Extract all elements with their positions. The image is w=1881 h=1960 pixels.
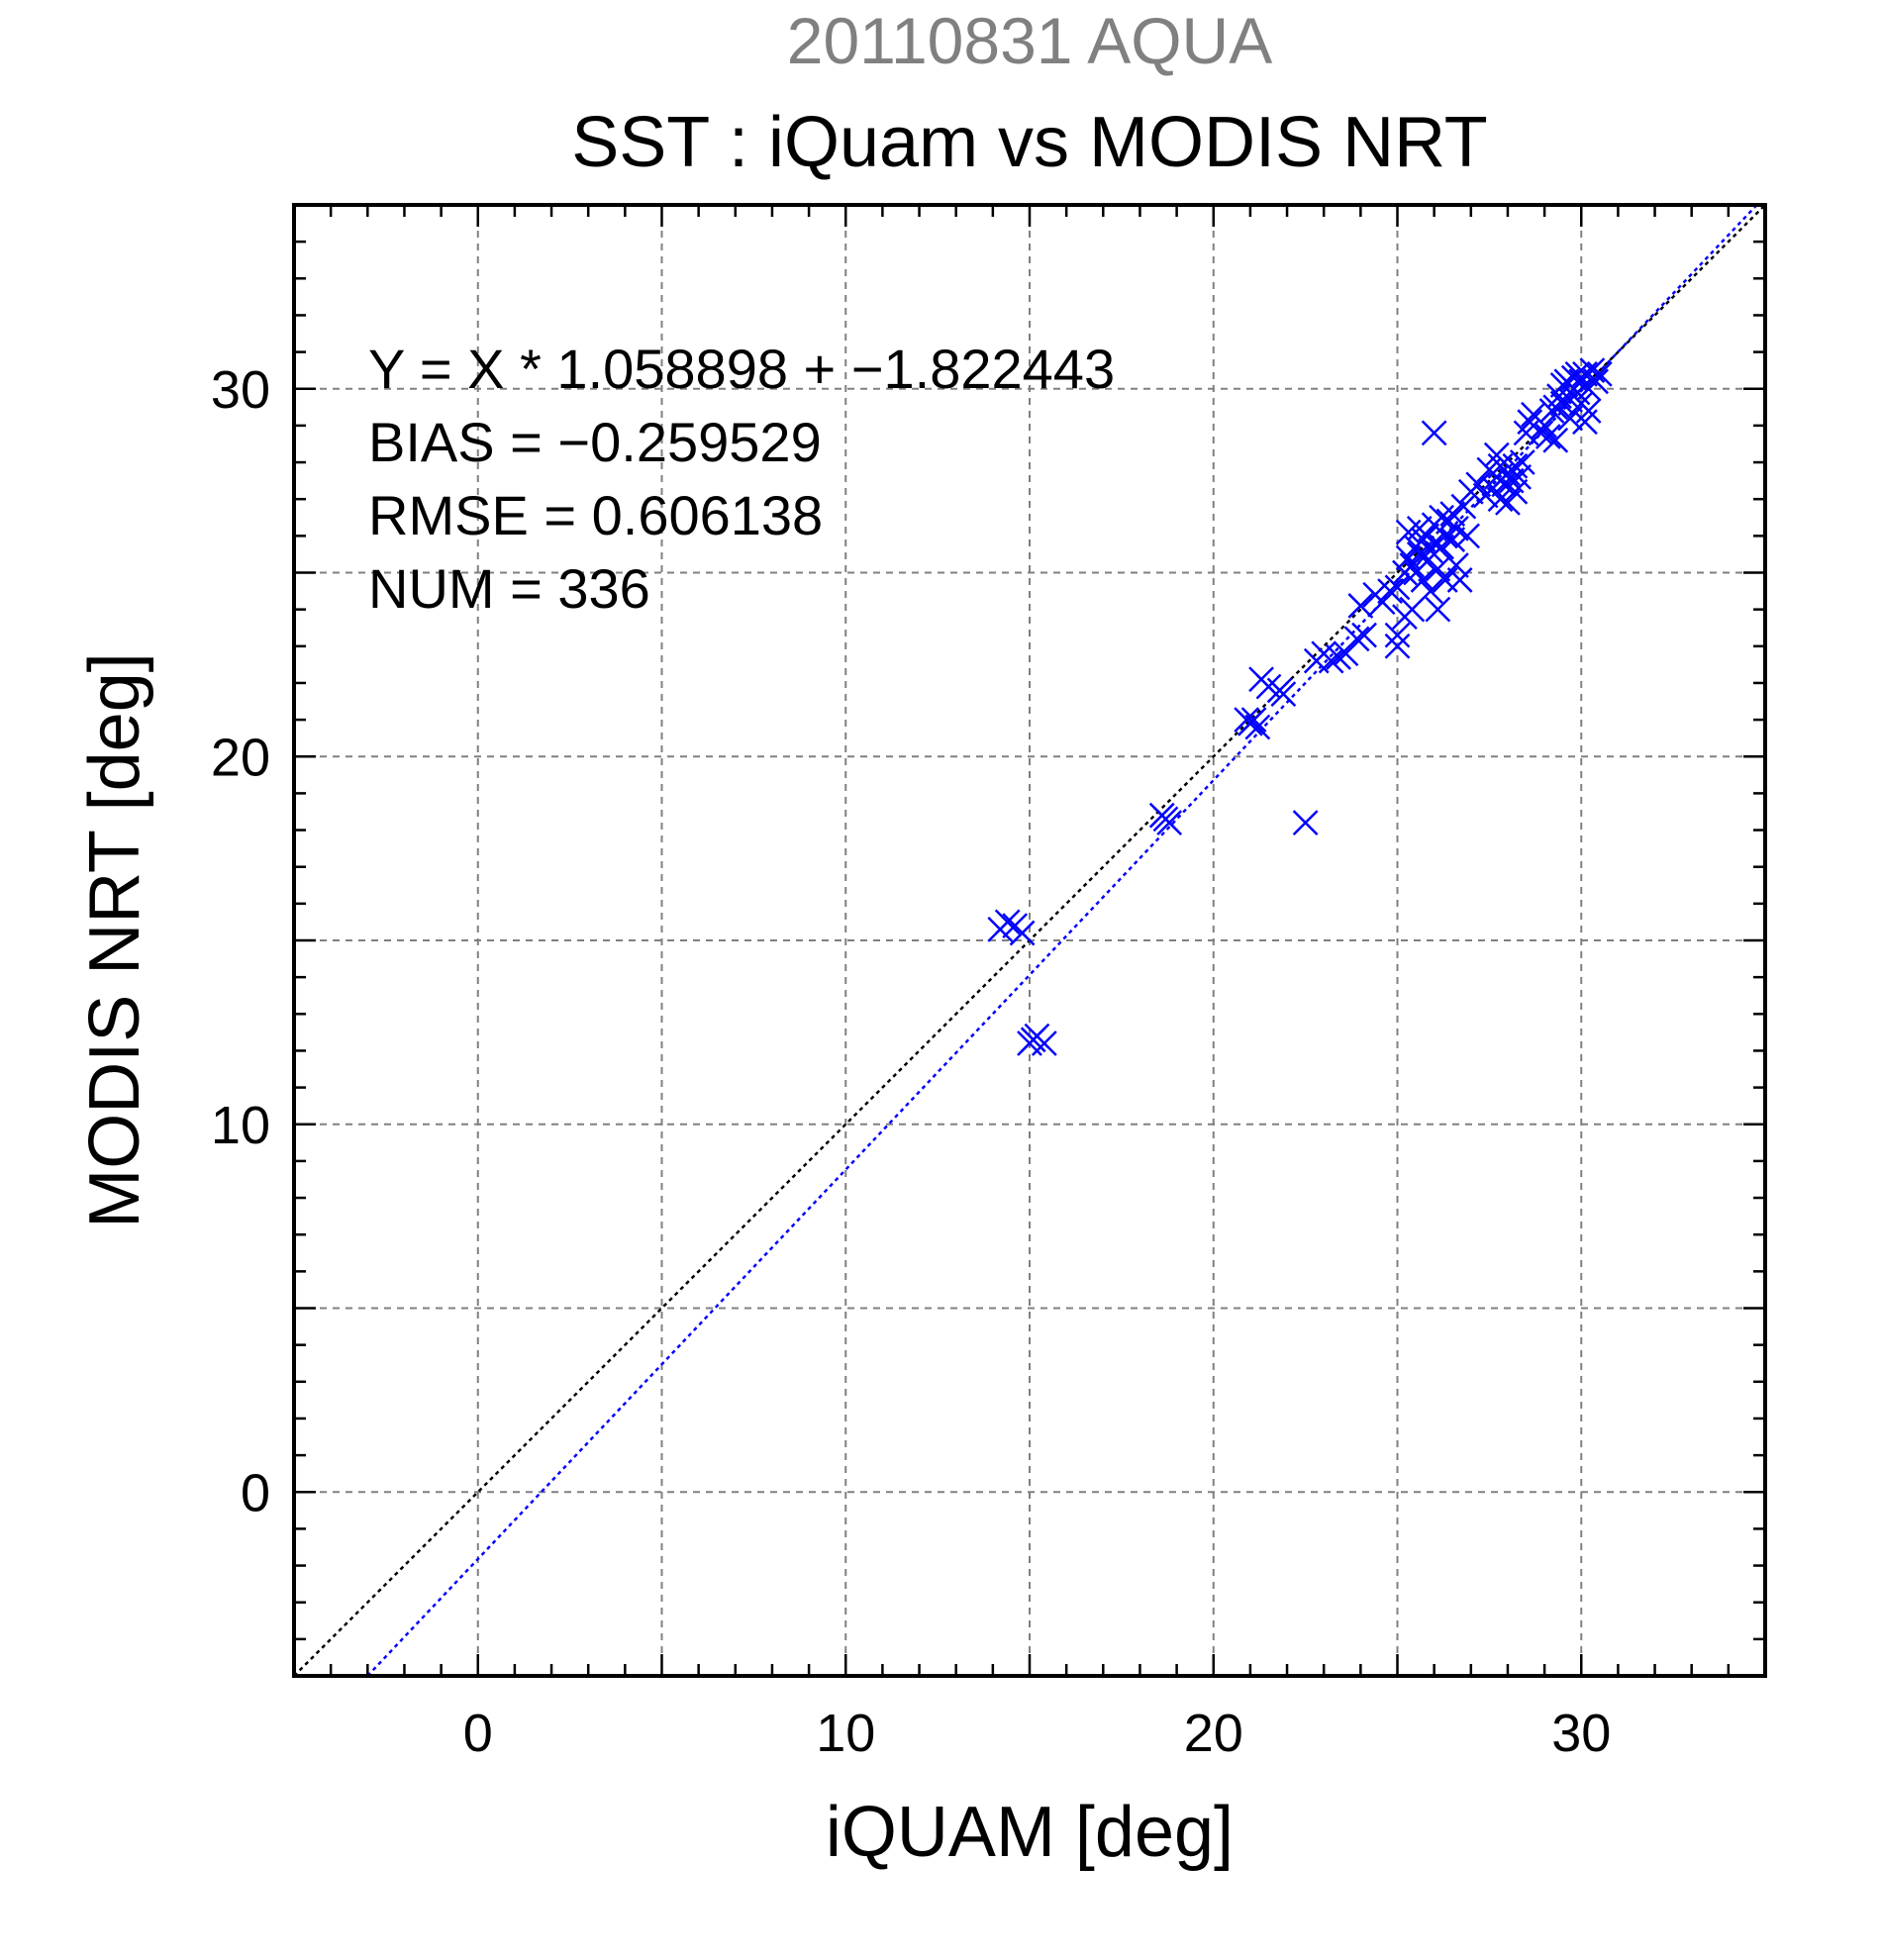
data-point <box>1542 427 1569 453</box>
data-point <box>1384 633 1411 659</box>
data-point <box>1583 368 1609 395</box>
data-point <box>1240 707 1267 733</box>
data-point <box>1009 920 1036 946</box>
data-point <box>1443 516 1469 541</box>
data-point <box>1410 567 1436 593</box>
data-point <box>1502 478 1529 505</box>
data-point <box>1528 420 1554 446</box>
data-point <box>1509 449 1535 475</box>
data-point <box>1446 567 1473 593</box>
grid-lines <box>294 205 1765 1676</box>
data-point <box>1450 493 1477 520</box>
y-tick-labels: 0 10 20 30 <box>211 360 270 1523</box>
data-point <box>994 909 1021 935</box>
data-point <box>1506 464 1532 490</box>
x-tick-label: 0 <box>463 1704 493 1763</box>
data-point <box>1557 405 1583 432</box>
bias-stat: BIAS = −0.259529 <box>368 411 822 473</box>
x-tick-label: 20 <box>1184 1704 1243 1763</box>
data-point <box>1549 390 1576 417</box>
data-point <box>1487 486 1514 513</box>
data-points <box>987 357 1613 1056</box>
x-tick-labels: 0 10 20 30 <box>463 1704 1612 1763</box>
data-point <box>1292 810 1319 836</box>
data-point <box>1152 806 1179 833</box>
data-point <box>1575 398 1602 424</box>
num-stat: NUM = 336 <box>368 557 650 620</box>
data-point <box>1384 622 1411 648</box>
data-point <box>1443 552 1469 578</box>
data-point <box>1425 555 1451 582</box>
rmse-stat: RMSE = 0.606138 <box>368 484 823 546</box>
data-point <box>1343 626 1370 652</box>
data-point <box>1270 681 1297 707</box>
y-tick-label: 10 <box>211 1096 270 1155</box>
data-point <box>1495 490 1521 516</box>
data-point <box>1244 714 1271 740</box>
data-point <box>1454 523 1480 549</box>
data-point <box>1586 361 1613 387</box>
x-tick-label: 30 <box>1551 1704 1611 1763</box>
plot-frame <box>292 203 1767 1678</box>
data-point <box>1318 647 1344 674</box>
data-point <box>1465 471 1492 498</box>
stats-box: Y = X * 1.058898 + −1.822443 BIAS = −0.2… <box>368 338 1115 620</box>
y-tick-label: 30 <box>211 360 270 420</box>
data-point <box>1418 578 1443 604</box>
data-point <box>1534 424 1561 449</box>
data-point <box>1351 622 1377 648</box>
y-tick-label: 0 <box>241 1463 270 1522</box>
y-axis-label: MODIS NRT [deg] <box>75 652 154 1228</box>
x-tick-label: 10 <box>816 1704 875 1763</box>
data-point <box>1384 574 1411 601</box>
y-tick-label: 20 <box>211 728 270 787</box>
data-point <box>1439 501 1466 527</box>
data-point <box>1347 593 1374 619</box>
date-label: 20110831 AQUA <box>787 4 1273 77</box>
data-point <box>1377 578 1403 604</box>
data-point <box>1564 361 1591 387</box>
data-point <box>1020 1027 1046 1053</box>
data-point <box>1432 523 1458 549</box>
data-point <box>1421 420 1447 446</box>
x-axis-label: iQUAM [deg] <box>826 1793 1234 1872</box>
data-point <box>1425 596 1451 623</box>
chart-title: SST : iQuam vs MODIS NRT <box>571 103 1488 182</box>
fit-equation: Y = X * 1.058898 + −1.822443 <box>368 338 1115 400</box>
